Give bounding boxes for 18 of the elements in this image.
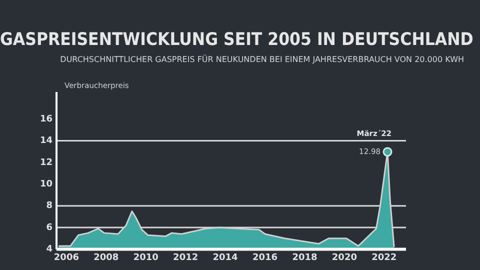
y-tick-label: 12 [40, 158, 53, 168]
y-tick-label: 8 [46, 201, 53, 212]
y-tick-label: 14 [40, 136, 53, 146]
x-tick-label: 2020 [332, 252, 357, 263]
chart-subtitle: DURCHSCHNITTLICHER GASPREIS FÜR NEUKUNDEN BEI EINEM JAHRESVERBRAUCH VON 20.000 KWH [59, 55, 464, 64]
x-tick-label: 2010 [133, 252, 158, 263]
x-tick-label: 2018 [292, 252, 318, 263]
x-tick-label: 2022 [372, 252, 397, 263]
x-tick-label: 2008 [94, 252, 119, 263]
y-tick-label: 10 [40, 179, 53, 190]
x-tick-label: 2014 [212, 252, 238, 263]
x-tick-label: 2016 [252, 252, 278, 263]
y-tick-label: 4 [46, 244, 53, 255]
y-tick-label: 16 [40, 114, 53, 124]
x-tick-label: 2006 [54, 252, 79, 263]
chart-title: GASPREISENTWICKLUNG SEIT 2005 IN DEUTSCHLAND [0, 30, 474, 50]
x-tick-label: 2012 [173, 252, 198, 263]
y-tick-label: 6 [46, 222, 53, 233]
